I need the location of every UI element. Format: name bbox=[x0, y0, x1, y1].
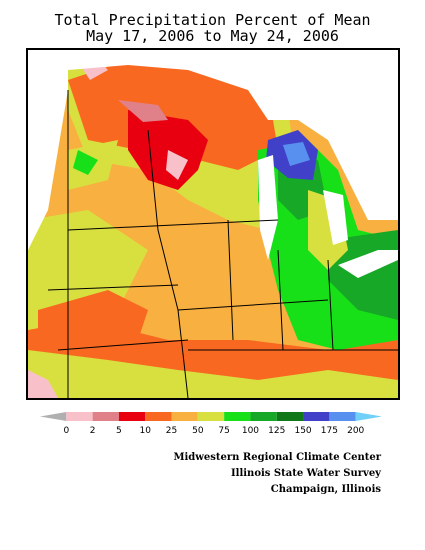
region-yellow-far-south bbox=[28, 350, 398, 398]
legend-bin-3 bbox=[118, 412, 146, 421]
legend-label: 175 bbox=[321, 426, 338, 436]
region-lightblue-upper-michigan bbox=[283, 142, 310, 166]
lake-huron bbox=[323, 190, 348, 245]
legend-bin-0 bbox=[40, 412, 67, 421]
precipitation-map bbox=[26, 48, 400, 400]
legend-label: 75 bbox=[218, 426, 229, 436]
region-no-data-north bbox=[28, 50, 398, 220]
legend-bin-12 bbox=[355, 412, 382, 421]
legend-label: 100 bbox=[242, 426, 259, 436]
legend-bin-9 bbox=[276, 412, 304, 421]
region-orange-north bbox=[68, 60, 278, 170]
legend-bin-1 bbox=[66, 412, 93, 421]
legend-label: 10 bbox=[140, 426, 152, 436]
legend-bin-4 bbox=[145, 412, 172, 421]
credit-center: Midwestern Regional Climate Center bbox=[173, 452, 381, 463]
legend-label: 2 bbox=[90, 426, 96, 436]
legend-label: 0 bbox=[63, 426, 69, 436]
legend-label: 25 bbox=[166, 426, 177, 436]
lake-erie bbox=[338, 250, 398, 278]
legend-bin-8 bbox=[250, 412, 277, 421]
legend-bin-10 bbox=[303, 412, 330, 421]
legend-label: 5 bbox=[116, 426, 122, 436]
map-svg bbox=[28, 50, 398, 398]
credit-location: Champaign, Illinois bbox=[270, 484, 381, 495]
legend-label: 50 bbox=[192, 426, 204, 436]
legend: 0 2 5 10 25 50 75 100 125 150 175 200 bbox=[26, 408, 400, 444]
map-title: Total Precipitation Percent of Mean bbox=[54, 11, 371, 29]
legend-label: 200 bbox=[347, 426, 364, 436]
legend-bin-2 bbox=[92, 412, 119, 421]
legend-bin-6 bbox=[197, 412, 225, 421]
legend-bin-5 bbox=[171, 412, 198, 421]
region-green-nw-patch bbox=[73, 150, 98, 175]
legend-svg: 0 2 5 10 25 50 75 100 125 150 175 200 bbox=[40, 412, 382, 436]
map-date-range: May 17, 2006 to May 24, 2006 bbox=[86, 27, 339, 45]
state-boundaries bbox=[47, 90, 398, 398]
lake-michigan bbox=[258, 155, 278, 260]
legend-label: 125 bbox=[268, 426, 285, 436]
legend-label: 150 bbox=[294, 426, 311, 436]
region-pink-sw-corner bbox=[28, 370, 58, 398]
region-no-data-west-edge bbox=[28, 50, 68, 250]
region-pink-north-core bbox=[166, 150, 188, 180]
region-rose-north bbox=[118, 100, 168, 122]
credit-survey: Illinois State Water Survey bbox=[230, 468, 381, 479]
region-orange-west bbox=[38, 290, 148, 350]
legend-bin-11 bbox=[329, 412, 356, 421]
legend-bin-7 bbox=[224, 412, 251, 421]
